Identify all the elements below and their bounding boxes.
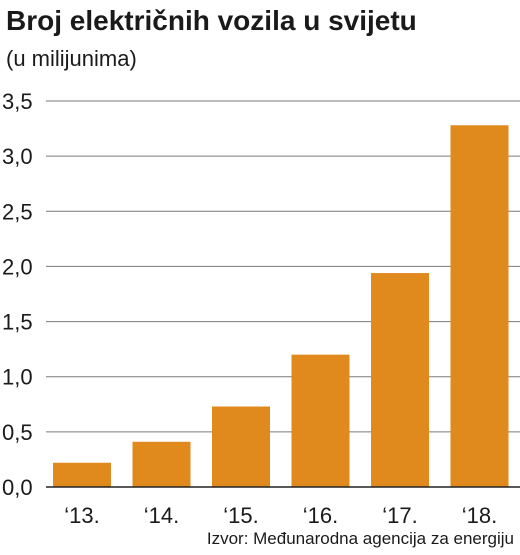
x-tick-label: ‘14. <box>144 503 179 528</box>
x-tick-label: ‘13. <box>64 503 99 528</box>
y-tick-label: 3,5 <box>2 89 33 114</box>
y-tick-label: 0,0 <box>2 475 33 500</box>
chart-title: Broj električnih vozila u svijetu <box>6 5 417 36</box>
bar <box>371 273 429 487</box>
y-tick-label: 1,0 <box>2 365 33 390</box>
x-axis-ticks: ‘13. ‘14. ‘15. ‘16. ‘17. ‘18. <box>64 503 497 528</box>
y-axis-ticks: 0,0 0,5 1,0 1,5 2,0 2,5 3,0 3,5 <box>2 89 33 500</box>
y-tick-label: 0,5 <box>2 420 33 445</box>
gridlines <box>46 100 520 433</box>
y-tick-label: 1,5 <box>2 310 33 335</box>
x-tick-label: ‘17. <box>382 503 417 528</box>
chart-subtitle: (u milijunima) <box>6 46 137 71</box>
x-tick-label: ‘15. <box>223 503 258 528</box>
bar <box>53 462 111 487</box>
x-tick-label: ‘18. <box>462 503 497 528</box>
y-tick-label: 2,0 <box>2 254 33 279</box>
source-note: Izvor: Međunarodna agencija za energiju <box>207 529 514 548</box>
y-tick-label: 2,5 <box>2 199 33 224</box>
y-tick-label: 3,0 <box>2 144 33 169</box>
bars <box>53 125 509 488</box>
bar <box>212 406 270 487</box>
bar <box>450 125 509 488</box>
bar <box>291 354 350 487</box>
x-tick-label: ‘16. <box>303 503 338 528</box>
bar <box>132 441 191 487</box>
